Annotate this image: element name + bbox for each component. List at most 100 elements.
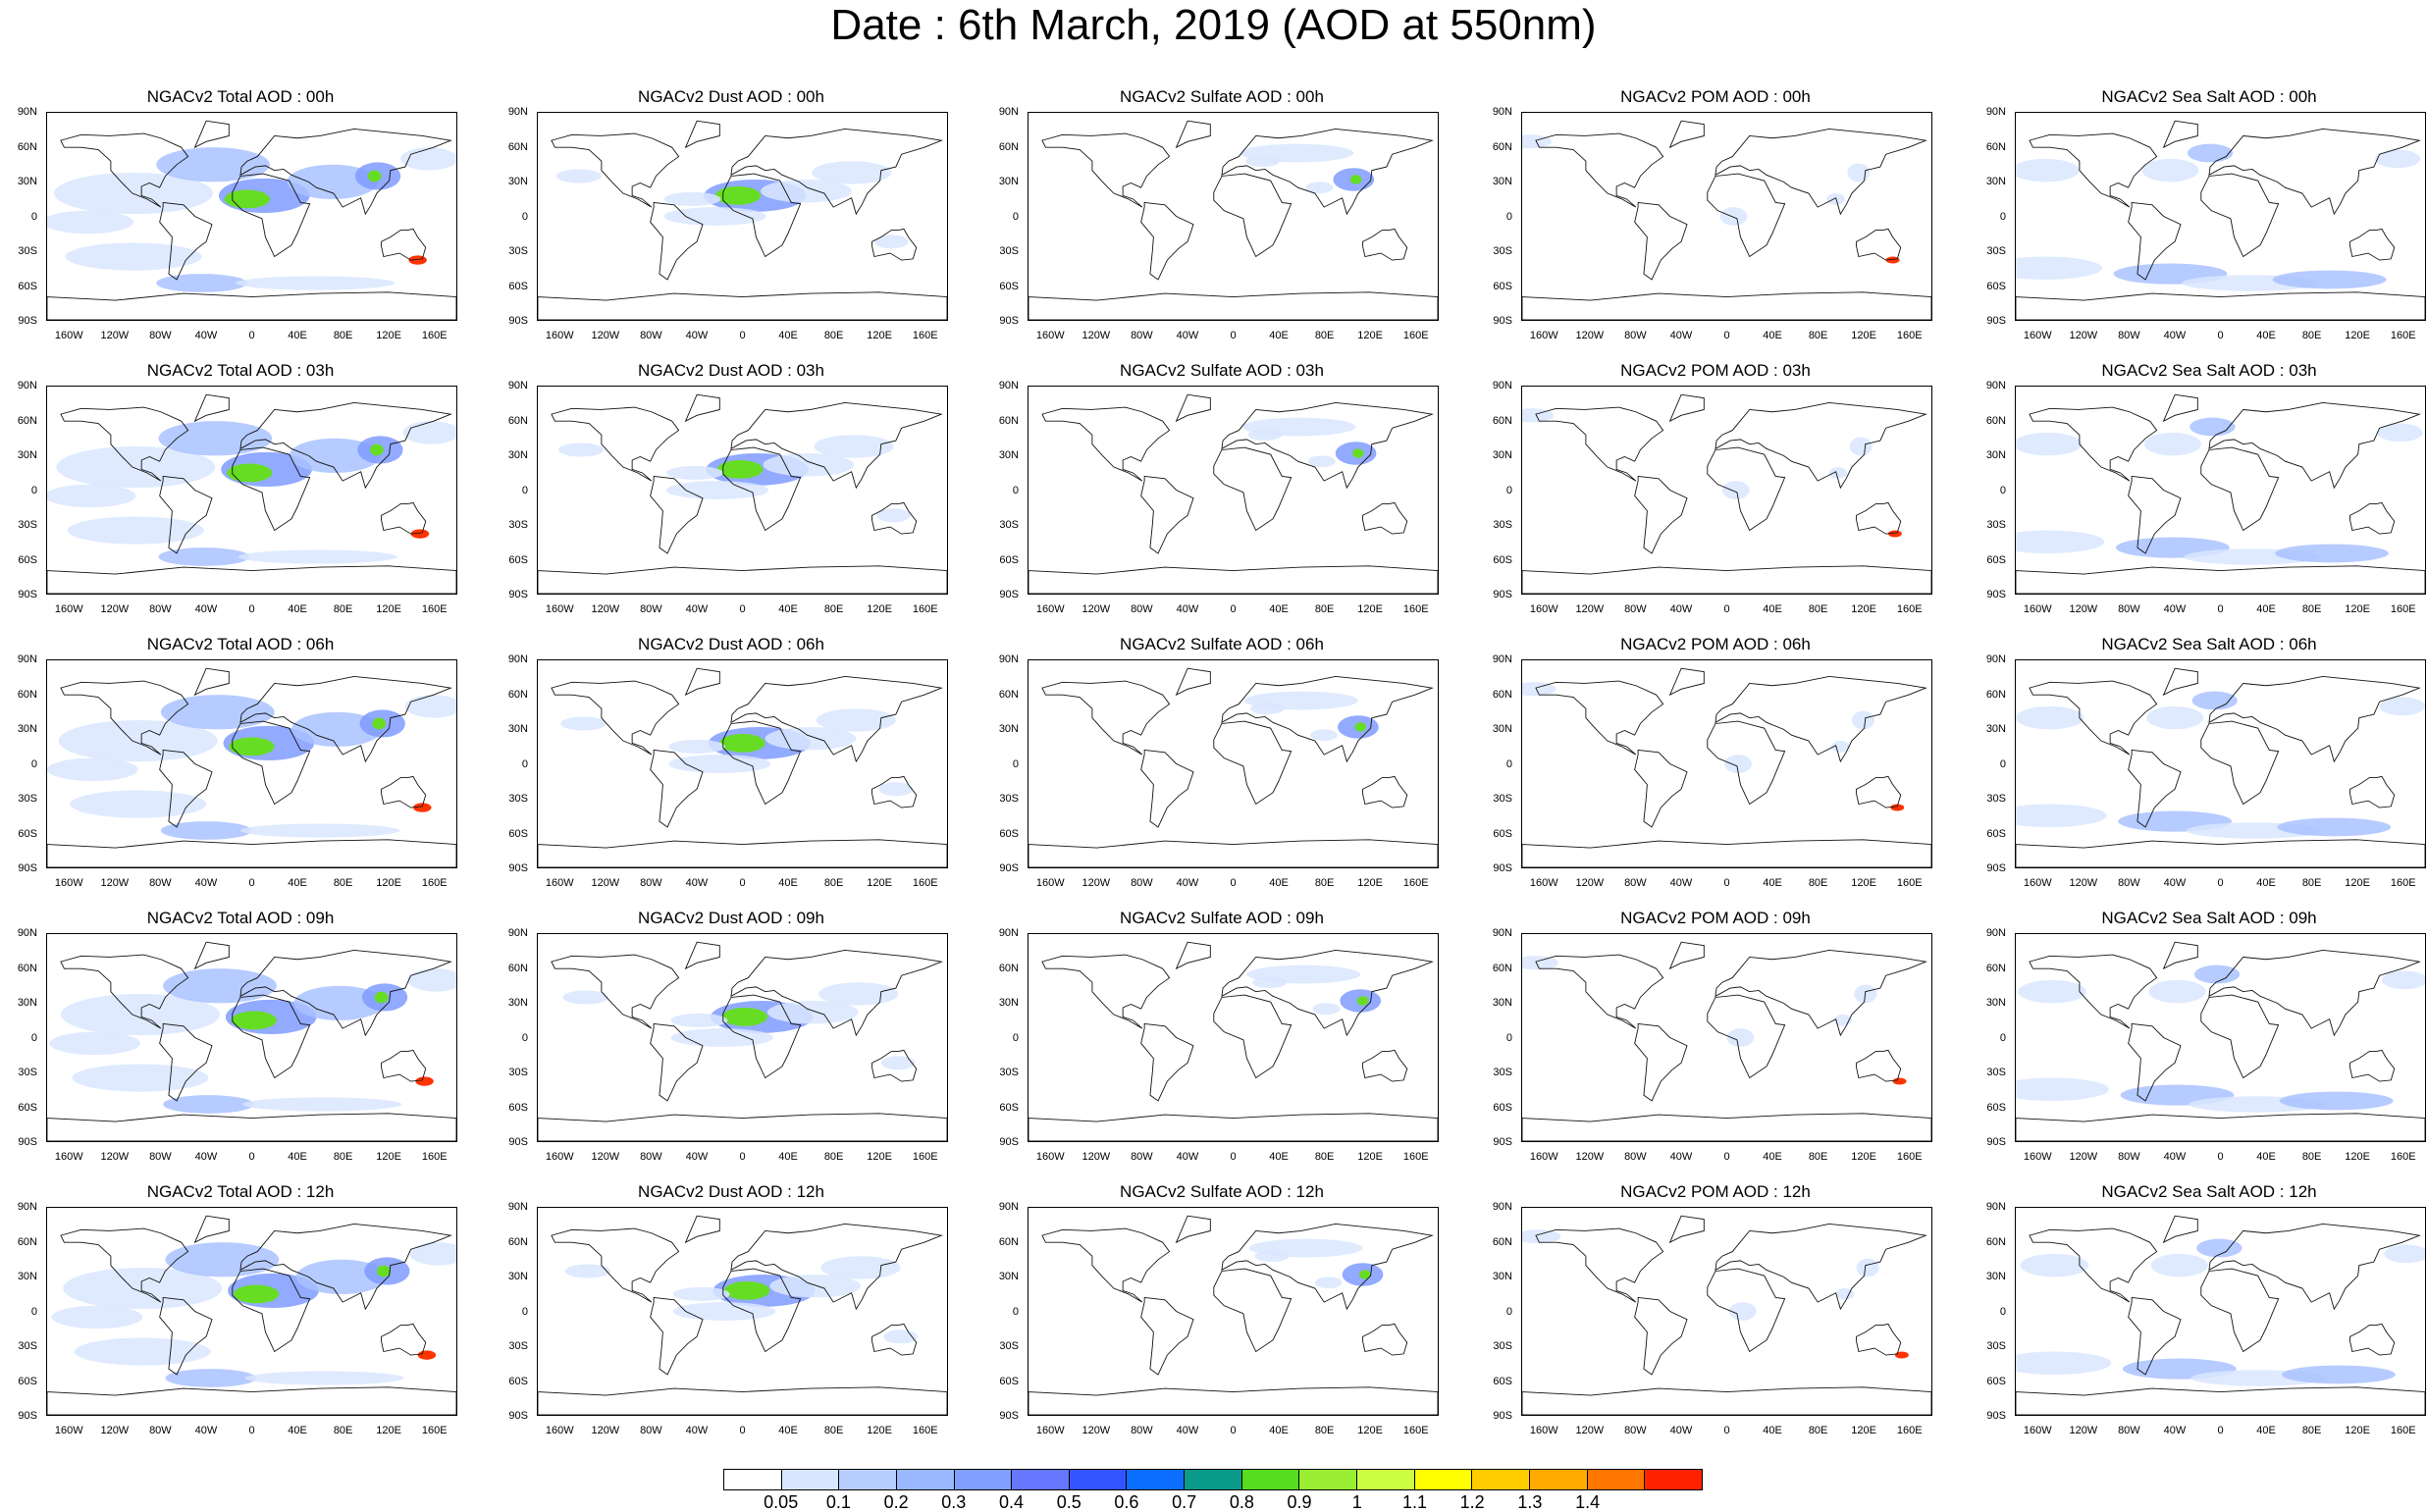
aerosol-region — [47, 210, 134, 235]
panel-title: NGACv2 Sulfate AOD : 09h — [1120, 909, 1324, 927]
longitude-label: 120W — [591, 877, 620, 889]
panel-title: NGACv2 Dust AOD : 09h — [638, 909, 824, 927]
world-map — [2016, 941, 2425, 1141]
longitude-label: 80E — [823, 877, 844, 889]
map-frame — [1028, 659, 1439, 868]
longitude-label: 80W — [2118, 603, 2140, 615]
coastline — [1041, 132, 1171, 208]
coastline — [381, 228, 427, 261]
latitude-label: 30S — [1493, 519, 1512, 531]
longitude-label: 160E — [2390, 1151, 2416, 1163]
latitude-label: 90S — [18, 315, 37, 327]
coastline — [2128, 749, 2182, 828]
coastline — [2029, 680, 2158, 756]
coastline — [538, 1113, 947, 1141]
aerosol-region — [374, 991, 389, 1004]
map-frame — [2015, 659, 2426, 868]
colorbar-tick-label: 1.4 — [1575, 1492, 1601, 1512]
world-map — [1029, 941, 1438, 1141]
latitude-label: 90N — [507, 653, 528, 665]
coastline — [2208, 949, 2421, 1037]
map-panel: NGACv2 POM AOD : 09h 90N 60N 30N 0 30S 60S 90S 1… — [1475, 910, 1966, 1176]
coastline — [1856, 775, 1902, 808]
latitude-label: 90S — [18, 862, 37, 874]
longitude-label: 120W — [591, 603, 620, 615]
longitude-label: 80W — [1131, 330, 1153, 341]
latitude-label: 0 — [30, 484, 37, 496]
coastline — [193, 393, 230, 423]
latitude-label: 30N — [1492, 997, 1512, 1009]
coastline — [159, 749, 213, 828]
coastline — [1041, 680, 1171, 756]
longitude-label: 0 — [1723, 603, 1730, 615]
latitude-label: 30S — [1493, 245, 1512, 257]
coastline — [538, 291, 947, 320]
coastline — [551, 954, 680, 1029]
longitude-label: 160E — [912, 1151, 938, 1163]
panel-title: NGACv2 Sulfate AOD : 00h — [1120, 87, 1324, 106]
colorbar-tick-label: 0.8 — [1229, 1492, 1254, 1512]
longitude-label: 120W — [591, 1151, 620, 1163]
longitude-label: 160W — [2023, 330, 2052, 341]
aerosol-region — [1307, 455, 1336, 468]
longitude-label: 80E — [1808, 1425, 1828, 1436]
map-frame — [1521, 1207, 1932, 1416]
longitude-label: 0 — [2217, 330, 2224, 341]
aerosol-region — [65, 242, 202, 271]
map-frame — [46, 659, 457, 868]
longitude-label: 120E — [867, 877, 892, 889]
longitude-label: 40E — [288, 1151, 307, 1163]
aerosol-region — [816, 708, 896, 732]
latitude-label: 90N — [17, 653, 37, 665]
aerosol-region — [763, 452, 855, 477]
longitude-label: 80E — [333, 877, 353, 889]
latitude-label: 60N — [17, 688, 37, 701]
latitude-label: 60S — [1986, 280, 2006, 292]
latitude-label: 30N — [1492, 1271, 1512, 1282]
longitude-label: 160W — [1035, 1151, 1065, 1163]
latitude-label: 90N — [1985, 106, 2006, 118]
latitude-label: 60N — [1492, 688, 1512, 701]
latitude-label: 30N — [1492, 723, 1512, 735]
coastline — [1535, 406, 1664, 482]
latitude-label: 30S — [1986, 519, 2006, 531]
longitude-label: 160E — [2390, 877, 2416, 889]
aerosol-region — [1890, 804, 1905, 811]
longitude-label: 120W — [591, 330, 620, 341]
aerosol-region — [1728, 1302, 1757, 1321]
latitude-label: 60S — [1493, 827, 1512, 840]
coastline — [730, 1223, 943, 1311]
aerosol-region — [665, 481, 769, 499]
map-panel: NGACv2 Dust AOD : 09h 90N 60N 30N 0 30S 60S 90S… — [491, 910, 981, 1176]
coastline — [1140, 749, 1194, 828]
latitude-label: 90N — [507, 927, 528, 939]
map-panel: NGACv2 Sulfate AOD : 12h 90N 60N 30N 0 30S 60S… — [981, 1183, 1472, 1450]
coastline — [871, 775, 918, 808]
coastline — [1029, 291, 1438, 320]
longitude-label: 120W — [2069, 1151, 2098, 1163]
map-panel: NGACv2 Dust AOD : 06h 90N 60N 30N 0 30S 60S 90S… — [491, 636, 981, 903]
aerosol-region — [663, 207, 766, 226]
longitude-label: 120E — [1851, 1151, 1876, 1163]
longitude-label: 120E — [376, 330, 401, 341]
longitude-label: 80E — [333, 1425, 353, 1436]
coastline — [2208, 675, 2421, 763]
latitude-label: 60N — [507, 688, 528, 701]
aerosol-region — [2016, 256, 2103, 280]
latitude-label: 60S — [508, 553, 528, 566]
longitude-label: 80E — [823, 1425, 844, 1436]
coastline — [239, 128, 452, 216]
aerosol-region — [163, 1095, 254, 1114]
longitude-label: 160W — [545, 603, 574, 615]
longitude-label: 80E — [1808, 1151, 1828, 1163]
coastline — [1362, 775, 1408, 808]
coastline — [47, 565, 456, 594]
coastline — [1029, 1113, 1438, 1141]
aerosol-region — [2016, 530, 2105, 553]
coastline — [722, 1268, 802, 1353]
coastline — [60, 132, 189, 208]
longitude-label: 120E — [376, 1425, 401, 1436]
longitude-label: 120E — [2345, 603, 2370, 615]
panel-title: NGACv2 Total AOD : 12h — [146, 1182, 335, 1201]
aerosol-region — [1349, 175, 1362, 184]
